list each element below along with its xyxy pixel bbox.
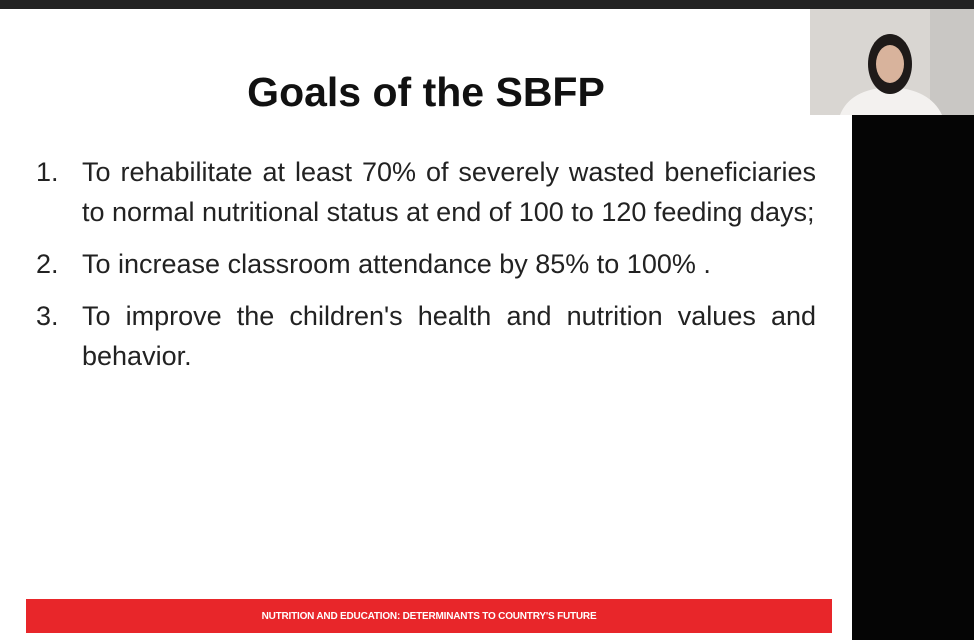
goal-text: To improve the children's health and nut… bbox=[82, 296, 816, 376]
goal-list: 1.To rehabilitate at least 70% of severe… bbox=[36, 152, 816, 388]
person-face bbox=[876, 45, 904, 83]
goal-text: To rehabilitate at least 70% of severely… bbox=[82, 152, 816, 232]
goal-item: 3.To improve the children's health and n… bbox=[36, 296, 816, 376]
goal-item: 1.To rehabilitate at least 70% of severe… bbox=[36, 152, 816, 232]
goal-number: 3. bbox=[36, 296, 82, 376]
slide-title: Goals of the SBFP bbox=[0, 69, 852, 116]
side-panel bbox=[852, 115, 974, 640]
webcam-wall bbox=[930, 9, 974, 115]
goal-item: 2.To increase classroom attendance by 85… bbox=[36, 244, 816, 284]
screen: Goals of the SBFP 1.To rehabilitate at l… bbox=[0, 0, 974, 640]
slide: Goals of the SBFP 1.To rehabilitate at l… bbox=[0, 9, 852, 640]
webcam-video[interactable] bbox=[810, 9, 974, 115]
top-bar bbox=[0, 0, 974, 9]
goal-text: To increase classroom attendance by 85% … bbox=[82, 244, 816, 284]
slide-footer: NUTRITION AND EDUCATION: DETERMINANTS TO… bbox=[26, 599, 832, 633]
goal-number: 2. bbox=[36, 244, 82, 284]
goal-number: 1. bbox=[36, 152, 82, 232]
